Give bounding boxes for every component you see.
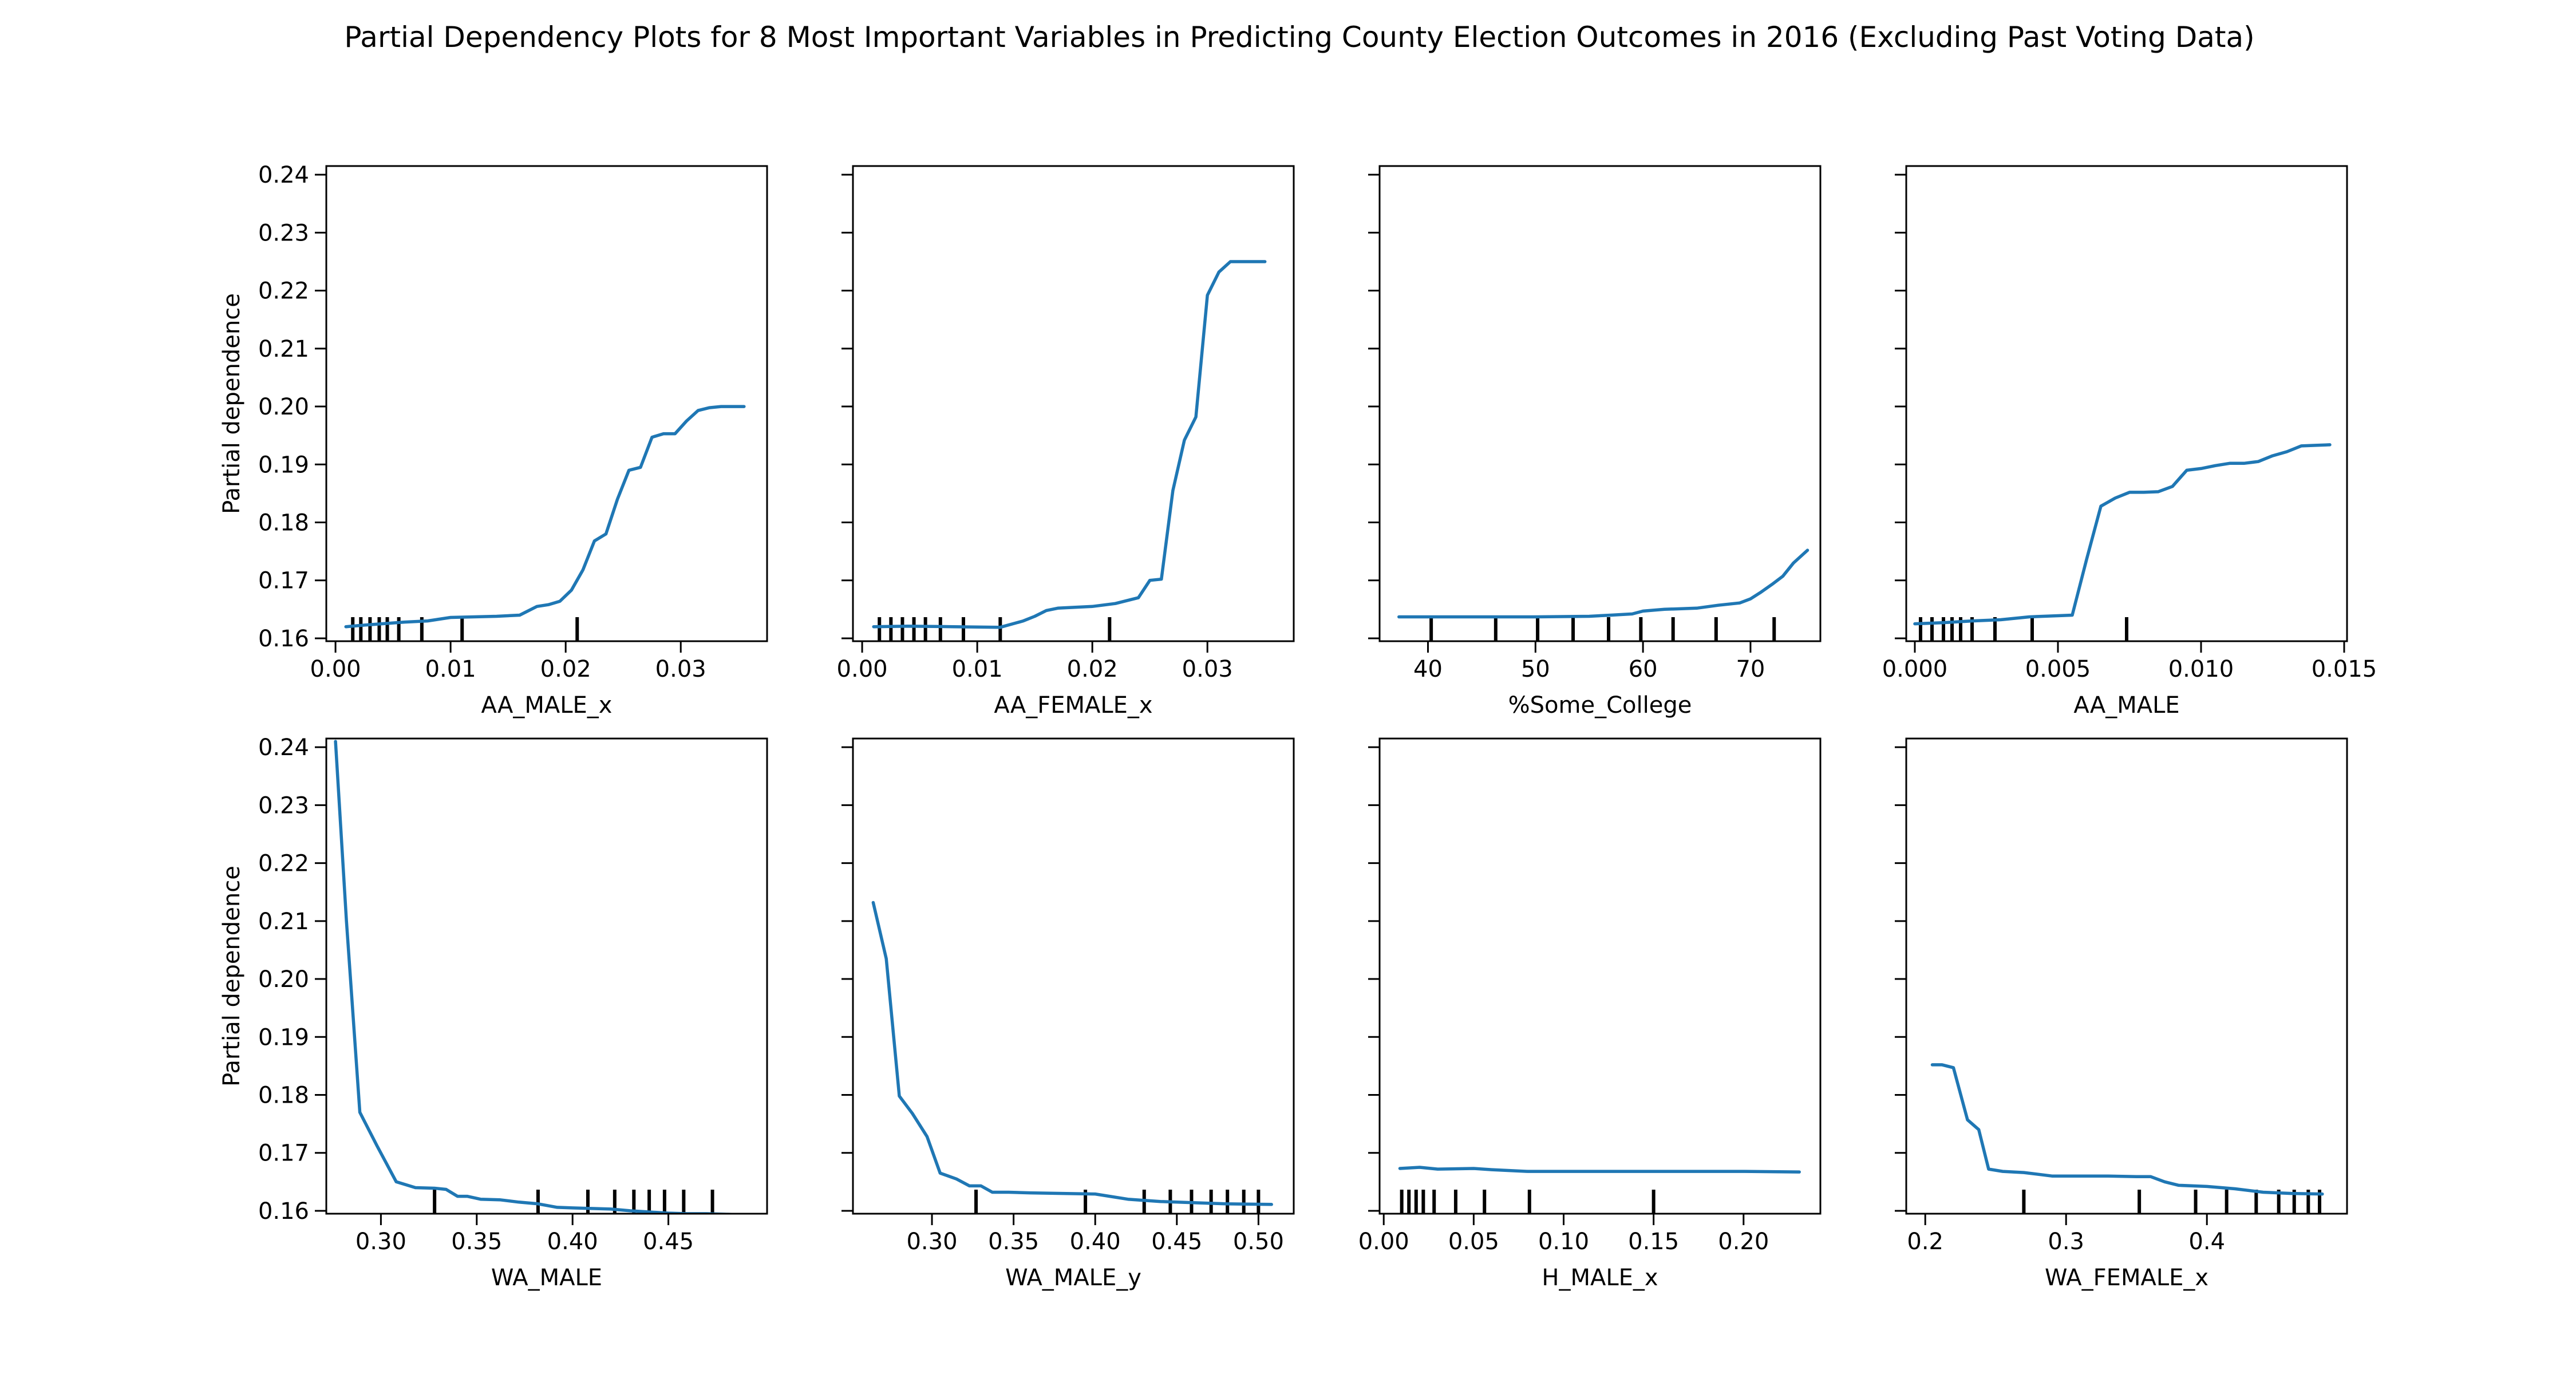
subplot-1: 0.16 0.17 0.18 0.19 0.20 0.21 0.22 0.23 0.24 0.00… xyxy=(219,162,768,718)
partial-dependence-line xyxy=(1913,443,2332,626)
subplot-grid: 0.16 0.17 0.18 0.19 0.20 0.21 0.22 0.23 0.24 0.00… xyxy=(219,162,2377,1291)
y-tick-label: 0.18 xyxy=(258,1083,309,1109)
y-tick-label: 0.22 xyxy=(258,278,309,305)
x-tick-label: 40 xyxy=(1413,656,1443,682)
plot-frame xyxy=(325,165,768,642)
y-tick-label: 0.18 xyxy=(258,510,309,536)
x-tick-label: 0.2 xyxy=(1907,1229,1943,1255)
x-tick-label: 0.03 xyxy=(655,656,706,682)
y-tick-label: 0.21 xyxy=(258,909,309,935)
plot-frame xyxy=(852,737,1295,1215)
partial-dependence-line xyxy=(344,405,746,629)
y-tick-label: 0.22 xyxy=(258,851,309,877)
x-tick-label: 0.00 xyxy=(1358,1229,1409,1255)
y-tick-label: 0.23 xyxy=(258,792,309,819)
x-tick-label: 0.20 xyxy=(1718,1229,1769,1255)
x-tick-label: 0.40 xyxy=(1070,1229,1121,1255)
x-axis-label: H_MALE_x xyxy=(1542,1265,1658,1291)
x-tick-label: 70 xyxy=(1736,656,1765,682)
partial-dependence-line xyxy=(871,901,1273,1206)
plot-frame xyxy=(1378,165,1822,642)
y-tick-label: 0.20 xyxy=(258,394,309,420)
x-axis-label: WA_MALE xyxy=(491,1265,602,1291)
x-tick-label: 0.02 xyxy=(540,656,591,682)
y-tick-label: 0.20 xyxy=(258,966,309,993)
x-tick-label: 0.00 xyxy=(837,656,888,682)
x-tick-label: 0.30 xyxy=(355,1229,406,1255)
x-tick-label: 0.45 xyxy=(1151,1229,1202,1255)
y-tick-label: 0.23 xyxy=(258,220,309,246)
y-tick-label: 0.19 xyxy=(258,1024,309,1051)
x-axis-label: WA_FEMALE_x xyxy=(2045,1265,2208,1291)
subplot-3: 40 50 60 70 %Some_College xyxy=(1368,165,1822,718)
x-tick-label: 0.50 xyxy=(1233,1229,1284,1255)
x-axis-label: %Some_College xyxy=(1508,692,1692,718)
plot-frame xyxy=(325,737,768,1215)
x-axis-label: WA_MALE_y xyxy=(1005,1265,1141,1291)
x-tick-label: 0.01 xyxy=(425,656,476,682)
partial-dependence-line xyxy=(872,260,1267,629)
y-tick-label: 0.16 xyxy=(258,1198,309,1225)
x-tick-label: 0.000 xyxy=(1882,656,1948,682)
y-tick-label: 0.24 xyxy=(258,735,309,761)
x-tick-label: 0.02 xyxy=(1067,656,1118,682)
x-tick-label: 0.005 xyxy=(2025,656,2091,682)
x-tick-label: 0.015 xyxy=(2312,656,2377,682)
x-tick-label: 0.00 xyxy=(310,656,361,682)
x-tick-label: 0.35 xyxy=(988,1229,1039,1255)
y-tick-label: 0.17 xyxy=(258,568,309,594)
x-tick-label: 0.4 xyxy=(2188,1229,2225,1255)
x-tick-label: 0.05 xyxy=(1448,1229,1499,1255)
y-tick-label: 0.16 xyxy=(258,626,309,652)
x-tick-label: 0.35 xyxy=(451,1229,502,1255)
y-axis-label: Partial dependence xyxy=(219,866,245,1087)
y-axis-label: Partial dependence xyxy=(219,293,245,514)
partial-dependence-line xyxy=(1397,548,1809,619)
subplot-7: 0.00 0.05 0.10 0.15 0.20 H_MALE_x xyxy=(1358,737,1822,1291)
x-axis-label: AA_MALE_x xyxy=(481,692,613,718)
y-tick-label: 0.21 xyxy=(258,336,309,362)
figure-title: Partial Dependency Plots for 8 Most Impo… xyxy=(344,21,2254,54)
x-tick-label: 0.3 xyxy=(2048,1229,2084,1255)
x-tick-label: 0.03 xyxy=(1182,656,1233,682)
x-tick-label: 0.010 xyxy=(2168,656,2234,682)
x-tick-label: 0.15 xyxy=(1628,1229,1679,1255)
plot-frame xyxy=(852,165,1295,642)
x-tick-label: 0.01 xyxy=(952,656,1003,682)
partial-dependence-line xyxy=(1930,1063,2324,1196)
x-tick-label: 0.40 xyxy=(547,1229,598,1255)
x-axis-label: AA_FEMALE_x xyxy=(994,692,1152,718)
x-tick-label: 60 xyxy=(1629,656,1658,682)
y-tick-label: 0.24 xyxy=(258,162,309,188)
plot-frame xyxy=(1905,165,2348,642)
plot-frame xyxy=(1905,737,2348,1215)
x-axis-label: AA_MALE xyxy=(2073,692,2179,718)
x-tick-label: 0.30 xyxy=(906,1229,957,1255)
subplot-5: 0.16 0.17 0.18 0.19 0.20 0.21 0.22 0.23 0.24 0.30… xyxy=(219,735,768,1291)
partial-dependence-line xyxy=(1398,1166,1801,1174)
x-tick-label: 0.10 xyxy=(1538,1229,1589,1255)
subplot-2: 0.00 0.01 0.02 0.03 AA_FEMALE_x xyxy=(837,165,1295,718)
plot-frame xyxy=(1378,737,1822,1215)
subplot-8: 0.2 0.3 0.4 WA_FEMALE_x xyxy=(1895,737,2348,1291)
subplot-4: 0.000 0.005 0.010 0.015 AA_MALE xyxy=(1882,165,2377,718)
y-tick-label: 0.17 xyxy=(258,1140,309,1167)
x-tick-label: 0.45 xyxy=(643,1229,694,1255)
subplot-6: 0.30 0.35 0.40 0.45 0.50 WA_MALE_y xyxy=(841,737,1295,1291)
x-tick-label: 50 xyxy=(1521,656,1550,682)
y-tick-label: 0.19 xyxy=(258,452,309,478)
